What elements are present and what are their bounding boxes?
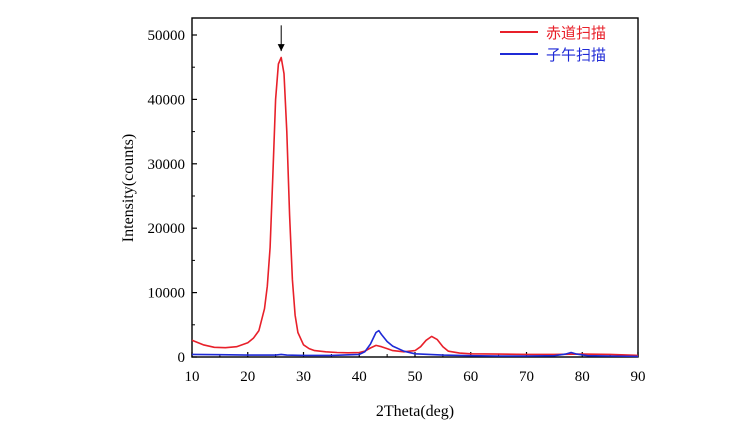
series-group <box>191 56 639 358</box>
series-line-1 <box>191 329 639 358</box>
y-tick-label: 40000 <box>148 92 186 108</box>
x-tick-label: 30 <box>296 369 311 385</box>
y-tick-label: 30000 <box>148 157 186 173</box>
x-tick-label: 40 <box>352 369 367 385</box>
x-tick-label: 60 <box>463 369 478 385</box>
axis-ticks: 10 20 30 40 50 60 70 80 90 0 10000 20000 30000 40000 5… <box>148 28 646 385</box>
x-tick-label: 70 <box>519 369 534 385</box>
x-tick-label: 90 <box>631 369 646 385</box>
y-axis-title: Intensity(counts) <box>120 134 137 242</box>
y-tick-label: 20000 <box>148 221 186 237</box>
plot-frame <box>191 17 639 358</box>
annotation-group <box>277 25 285 52</box>
series-line-0 <box>191 56 639 357</box>
peak-arrow-head <box>277 44 285 52</box>
x-tick-label: 80 <box>575 369 590 385</box>
y-tick-label: 10000 <box>148 286 186 302</box>
x-axis-title: 2Theta(deg) <box>376 403 454 420</box>
x-tick-label: 50 <box>408 369 423 385</box>
y-tick-label: 0 <box>178 350 186 366</box>
y-tick-label: 50000 <box>148 28 186 44</box>
x-tick-label: 10 <box>185 369 200 385</box>
legend-label-0: 赤道扫描 <box>546 24 606 42</box>
legend-label-1: 子午扫描 <box>546 46 606 64</box>
x-tick-label: 20 <box>240 369 255 385</box>
